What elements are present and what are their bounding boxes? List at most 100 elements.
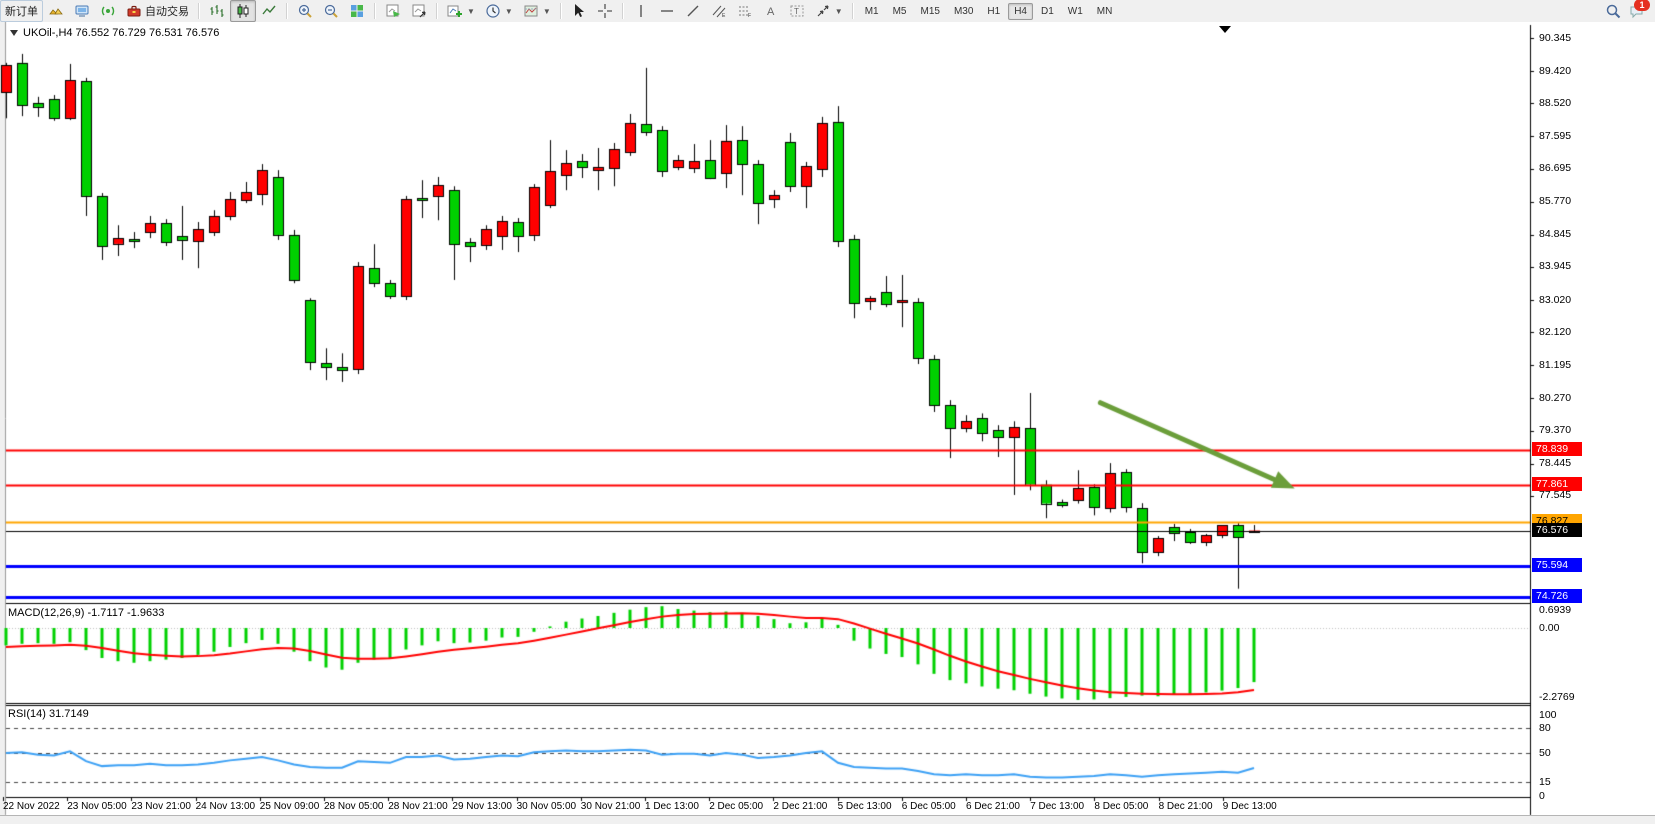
trendline-button[interactable] [680, 0, 706, 22]
zoom-out-button[interactable] [318, 0, 344, 22]
text-label-button[interactable]: T [784, 0, 810, 22]
svg-text:E: E [722, 13, 726, 19]
toolbar-separator [286, 3, 288, 19]
toolbox-icon [127, 5, 141, 17]
zoom-in-button[interactable] [292, 0, 318, 22]
chart-shift-marker[interactable] [1219, 26, 1231, 33]
timeframe-w1-button[interactable]: W1 [1067, 5, 1083, 17]
price-line-badge: 75.594 [1532, 557, 1582, 572]
time-axis-label: 2 Dec 21:00 [773, 801, 828, 812]
timeframe-m5-button[interactable]: M5 [892, 5, 907, 17]
rsi-scale-0: 0 [1539, 789, 1545, 802]
price-chart-canvas[interactable] [0, 22, 1655, 824]
timeframe-m1-button[interactable]: M1 [864, 5, 879, 17]
chevron-down-icon: ▼ [834, 6, 843, 16]
rsi-indicator-label: RSI(14) 31.7149 [8, 708, 89, 720]
search-icon[interactable] [1605, 3, 1621, 19]
new-chart-button[interactable] [380, 0, 406, 22]
price-line-badge: 74.726 [1532, 588, 1582, 603]
macd-scale-min: -2.2769 [1539, 691, 1575, 704]
timeframe-h1-button[interactable]: H1 [987, 5, 1001, 17]
price-tick-label: 86.695 [1539, 162, 1572, 175]
macd-indicator-label: MACD(12,26,9) -1.7117 -1.9633 [8, 607, 165, 619]
zoom-out-icon [324, 4, 338, 18]
periods-button[interactable]: ▼ [480, 0, 518, 22]
svg-text:A: A [767, 6, 775, 18]
toolbar-separator [436, 3, 438, 19]
profiles-icon [412, 4, 426, 18]
time-axis-label: 23 Nov 21:00 [131, 801, 191, 812]
autotrading-button[interactable]: 自动交易 [121, 0, 194, 22]
candlestick-icon [237, 4, 249, 18]
time-axis-label: 29 Nov 13:00 [452, 801, 512, 812]
text-button[interactable]: A [758, 0, 784, 22]
gold-bars-button[interactable] [43, 0, 69, 22]
crosshair-button[interactable] [592, 0, 618, 22]
price-tick-label: 85.770 [1539, 195, 1572, 208]
chart-title-text: UKOil-,H4 76.552 76.729 76.531 76.576 [23, 27, 220, 39]
price-tick-label: 79.370 [1539, 424, 1572, 437]
time-axis-label: 7 Dec 13:00 [1030, 801, 1085, 812]
new-order-label: 新订单 [5, 6, 38, 18]
main-toolbar: 新订单 自动交易 [0, 0, 1655, 23]
line-chart-button[interactable] [256, 0, 282, 22]
chat-notification-badge: 1 [1634, 0, 1650, 11]
periods-icon [486, 4, 500, 18]
horizontal-line-button[interactable] [654, 0, 680, 22]
price-tick-label: 78.445 [1539, 457, 1572, 470]
macd-scale-zero: 0.00 [1539, 621, 1560, 634]
crosshair-icon [597, 4, 612, 18]
time-axis-label: 24 Nov 13:00 [195, 801, 256, 812]
time-axis-label: 25 Nov 09:00 [259, 801, 320, 812]
time-axis-label: 28 Nov 05:00 [324, 801, 384, 812]
price-line-badge: 77.861 [1532, 476, 1582, 491]
profiles-button[interactable] [406, 0, 432, 22]
price-tick-label: 83.945 [1539, 260, 1572, 273]
price-tick-label: 82.120 [1539, 325, 1572, 338]
window-bottom-edge [0, 815, 1655, 824]
rsi-scale-15: 15 [1539, 776, 1551, 789]
gold-bars-icon [49, 8, 63, 15]
timeframe-h4-button[interactable]: H4 [1008, 2, 1033, 20]
arrows-button[interactable]: ▼ [810, 0, 848, 22]
indicators-button[interactable]: ▼ [442, 0, 480, 22]
fibonacci-button[interactable]: F [732, 0, 758, 22]
timeframe-group: M1 M5 M15 M30 H1 H4 D1 W1 MN [858, 0, 1120, 22]
line-chart-icon [262, 5, 276, 15]
templates-button[interactable]: ▼ [518, 0, 556, 22]
channel-icon: E [712, 5, 726, 19]
terminal-icon [75, 5, 89, 17]
bar-chart-icon [210, 5, 224, 17]
vertical-line-icon [640, 5, 642, 17]
price-tick-label: 80.270 [1539, 391, 1572, 404]
time-axis-label: 6 Dec 21:00 [966, 801, 1020, 812]
cursor-button[interactable] [566, 0, 592, 22]
bar-chart-button[interactable] [204, 0, 230, 22]
svg-text:T: T [794, 7, 799, 16]
cursor-icon [574, 4, 584, 17]
svg-text:F: F [748, 13, 751, 19]
timeframe-m15-button[interactable]: M15 [920, 5, 940, 17]
price-tick-label: 83.020 [1539, 293, 1572, 306]
price-tick-label: 90.345 [1539, 31, 1572, 44]
zoom-in-icon [298, 4, 312, 18]
signal-button[interactable] [95, 0, 121, 22]
time-axis-label: 8 Dec 21:00 [1158, 801, 1213, 812]
chevron-down-icon: ▼ [467, 6, 475, 16]
toolbar-separator [374, 3, 376, 19]
candlestick-chart-button[interactable] [230, 0, 256, 22]
timeframe-d1-button[interactable]: D1 [1041, 5, 1054, 17]
timeframe-m30-button[interactable]: M30 [953, 5, 974, 17]
chevron-down-icon[interactable] [10, 30, 18, 36]
time-axis-label: 5 Dec 13:00 [837, 801, 892, 812]
tile-windows-button[interactable] [344, 0, 370, 22]
channel-button[interactable]: E [706, 0, 732, 22]
chat-button[interactable]: 1 [1629, 0, 1650, 19]
vertical-line-button[interactable] [628, 0, 654, 22]
trendline-icon [687, 5, 699, 17]
terminal-button[interactable] [69, 0, 95, 22]
timeframe-mn-button[interactable]: MN [1096, 5, 1113, 17]
new-order-button[interactable]: 新订单 [0, 0, 43, 22]
price-line-badge: 76.576 [1532, 522, 1582, 537]
arrows-icon [817, 5, 829, 17]
